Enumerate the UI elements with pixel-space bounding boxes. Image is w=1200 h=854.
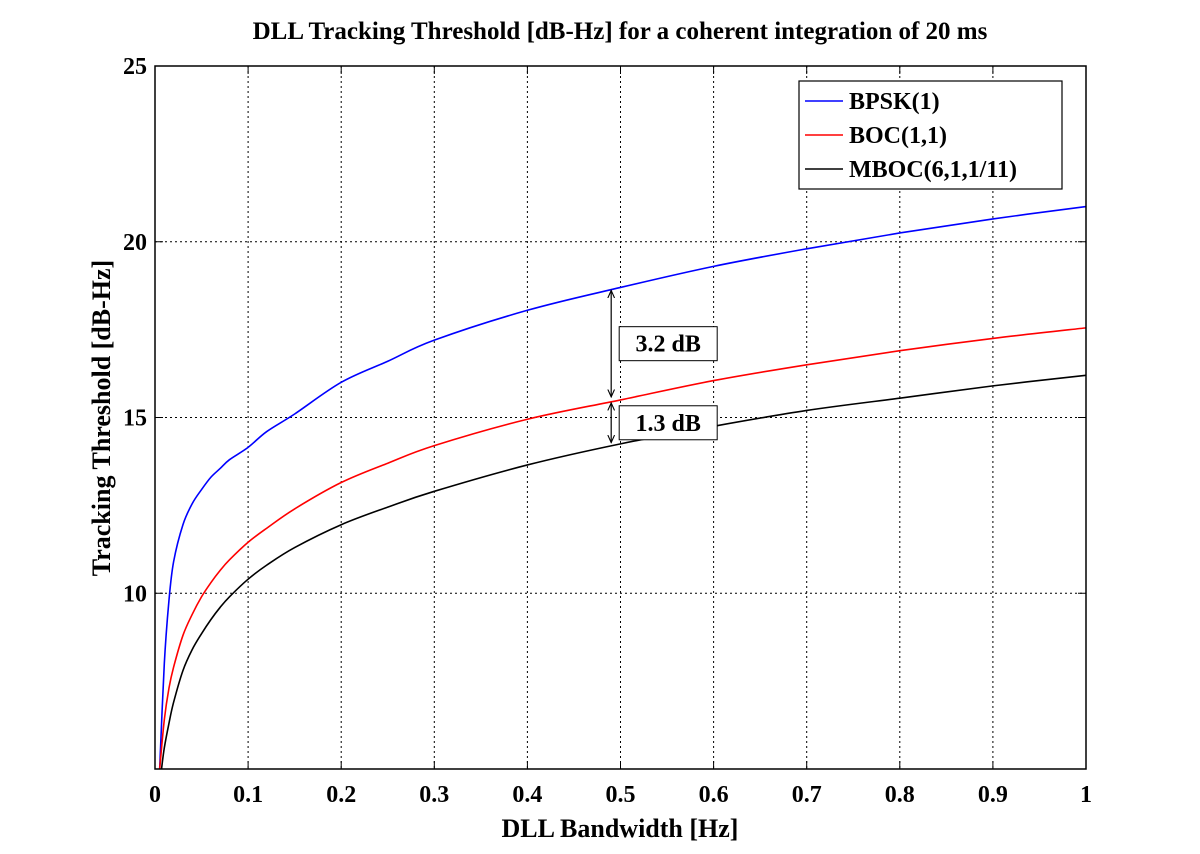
- y-tick-label: 10: [123, 581, 147, 607]
- legend-label-2: MBOC(6,1,1/11): [849, 157, 1017, 183]
- annotation-layer: 3.2 dB 1.3 dB: [611, 290, 718, 442]
- x-tick-label: 0.3: [419, 782, 449, 808]
- series-line-2: [160, 374, 1087, 770]
- legend-label-0: BPSK(1): [849, 89, 940, 115]
- annotation-box-1: [618, 405, 718, 441]
- chart-title: DLL Tracking Threshold [dB-Hz] for a coh…: [253, 18, 988, 45]
- annotation-label-1: 1.3 dB: [636, 411, 701, 437]
- series-layer: [158, 205, 1087, 770]
- annotation-label-0: 3.2 dB: [636, 332, 701, 358]
- grid: [155, 66, 1086, 769]
- x-axis-label: DLL Bandwidth [Hz]: [502, 814, 739, 843]
- ticks: 0 0.1 0.2 0.3 0.4 0.5 0.6 0.7 0.8 0.9 1 10 15 20 25: [123, 54, 1092, 808]
- y-tick-label: 15: [123, 406, 147, 432]
- y-axis-label: Tracking Threshold [dB-Hz]: [87, 260, 116, 576]
- y-tick-label: 25: [123, 54, 147, 80]
- series-line-0: [158, 205, 1087, 770]
- x-tick-label: 0.2: [326, 782, 356, 808]
- y-tick-label: 20: [123, 230, 147, 256]
- annotation-box-0: [618, 326, 718, 362]
- x-tick-label: 0.9: [978, 782, 1008, 808]
- x-tick-label: 0.8: [885, 782, 915, 808]
- x-tick-label: 0.7: [792, 782, 822, 808]
- x-tick-label: 0.4: [512, 782, 542, 808]
- x-tick-label: 0: [149, 782, 161, 808]
- x-tick-label: 1: [1080, 782, 1092, 808]
- x-tick-label: 0.5: [606, 782, 636, 808]
- legend: BPSK(1) BOC(1,1) MBOC(6,1,1/11): [798, 80, 1063, 190]
- x-tick-label: 0.1: [233, 782, 263, 808]
- series-line-1: [158, 327, 1087, 770]
- x-tick-label: 0.6: [699, 782, 729, 808]
- legend-label-1: BOC(1,1): [849, 123, 947, 149]
